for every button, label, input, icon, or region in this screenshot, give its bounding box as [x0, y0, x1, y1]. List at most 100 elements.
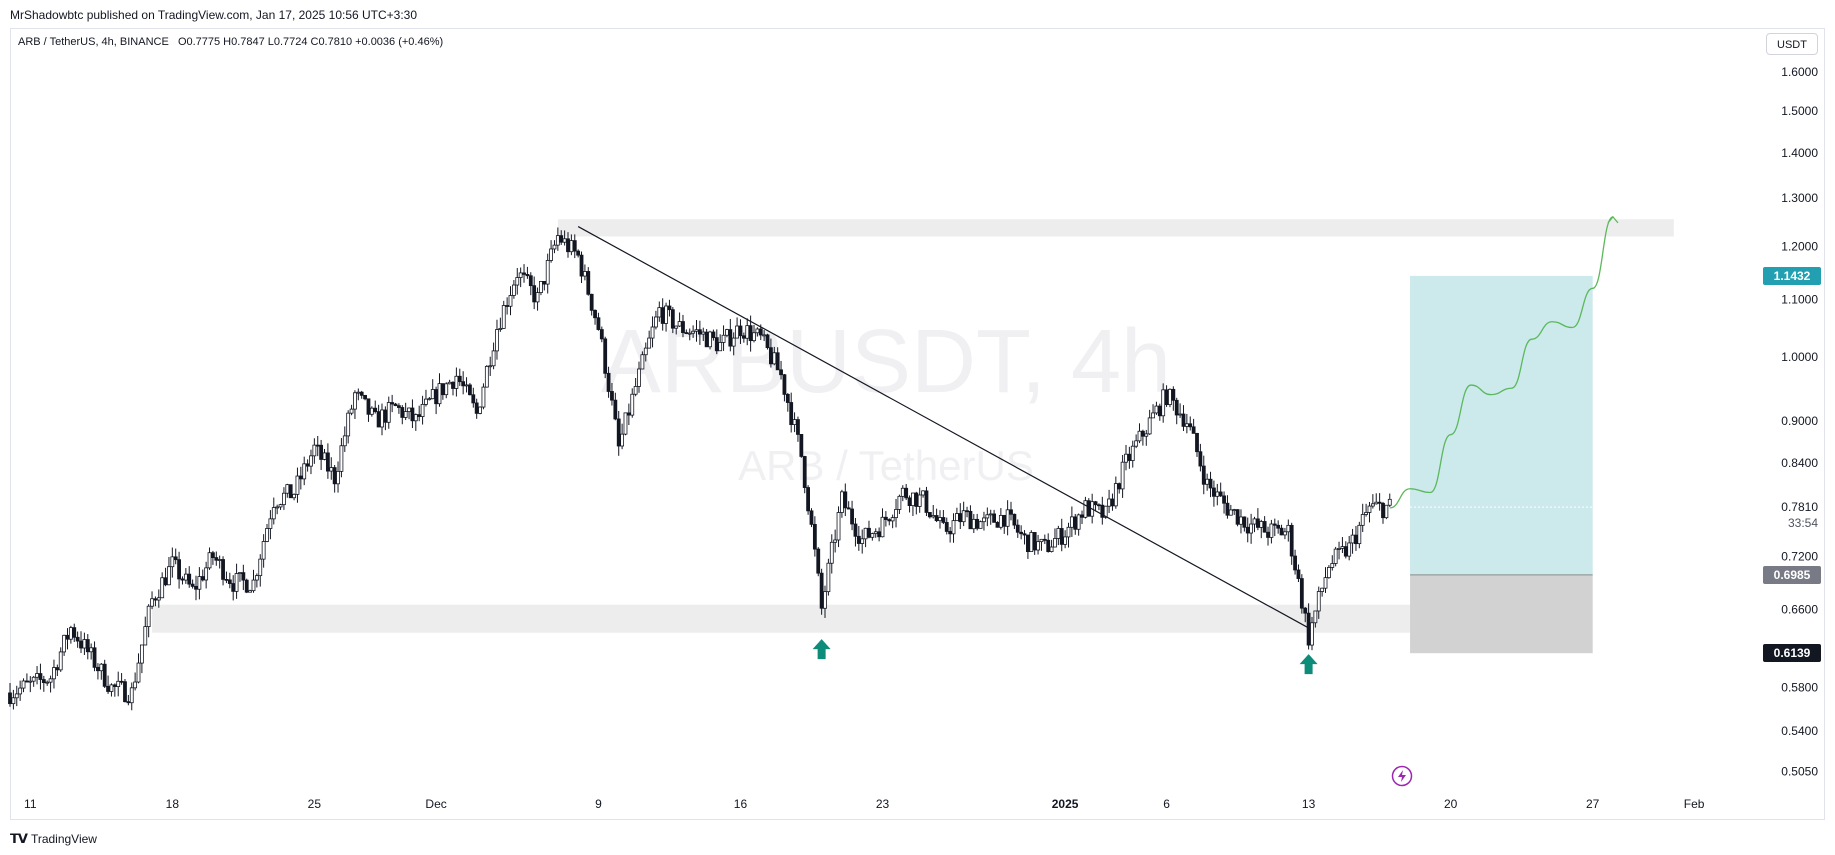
candle-body	[126, 701, 131, 704]
projection-arrowhead	[1607, 215, 1619, 224]
candle-body	[593, 309, 597, 319]
candle-body	[336, 470, 340, 485]
candle-body	[373, 407, 378, 413]
x-tick-label: 6	[1163, 797, 1170, 811]
candle-body	[840, 491, 844, 513]
candle-body	[413, 414, 418, 422]
symbol-legend[interactable]: ARB / TetherUS, 4h, BINANCE O0.7775 H0.78…	[18, 36, 446, 48]
candle-body	[1296, 569, 1301, 579]
target-price-badge[interactable]: 1.1432	[1763, 266, 1821, 285]
candle-body	[877, 531, 882, 538]
candle-body	[654, 316, 658, 328]
candle-body	[183, 573, 188, 581]
candle-body	[589, 293, 594, 311]
x-tick-label: 25	[308, 797, 322, 811]
candle-body	[356, 391, 361, 394]
candle-body	[522, 272, 526, 275]
candle-body	[985, 514, 990, 519]
ohlc-low: L0.7724	[267, 36, 308, 48]
entry-price-badge[interactable]: 0.6985	[1763, 565, 1821, 584]
lightning-icon	[1391, 765, 1413, 787]
candle-body	[386, 402, 391, 423]
candle-body	[643, 347, 648, 356]
candle-body	[143, 626, 148, 646]
x-tick-label: Feb	[1684, 797, 1705, 811]
candle-body	[694, 329, 699, 332]
candle-body	[681, 321, 685, 333]
candle-body	[1019, 531, 1024, 535]
candle-body	[711, 331, 716, 339]
candle-body	[894, 509, 898, 519]
candle-body	[292, 493, 296, 499]
candle-body	[714, 337, 719, 352]
candle-body	[1097, 504, 1101, 507]
candle-body	[1374, 501, 1379, 505]
candle-body	[812, 523, 817, 550]
candle-body	[921, 490, 925, 496]
candle-body	[1205, 478, 1210, 485]
candle-body	[14, 693, 19, 699]
stop-price-badge[interactable]: 0.6139	[1763, 644, 1821, 663]
candle-body	[190, 583, 195, 587]
candle-body	[1029, 532, 1034, 553]
candle-body	[1117, 483, 1122, 490]
candle-body	[424, 398, 428, 405]
candle-body	[616, 418, 621, 447]
candle-body	[721, 334, 726, 343]
candle-body	[867, 527, 871, 538]
symbol-name[interactable]: ARB / TetherUS, 4h, BINANCE	[18, 36, 169, 48]
candle-body	[369, 407, 374, 415]
candle-body	[207, 552, 212, 569]
candle-body	[1063, 536, 1068, 545]
candle-body	[789, 402, 794, 426]
candle-body	[119, 680, 124, 683]
candle-body	[1255, 518, 1260, 528]
candle-body	[275, 506, 280, 509]
candle-body	[809, 510, 814, 525]
candle-body	[623, 412, 628, 435]
candle-body	[860, 538, 865, 544]
candle-body	[325, 452, 330, 472]
candle-body	[288, 484, 293, 499]
candle-body	[339, 445, 344, 472]
x-tick-label: 2025	[1052, 797, 1079, 811]
candle-body	[464, 384, 469, 387]
candle-body	[474, 402, 479, 414]
candle-body	[870, 533, 875, 538]
candle-body	[938, 517, 942, 522]
candle-body	[823, 591, 827, 609]
ohlc-change: +0.0036 (+0.46%)	[355, 36, 444, 48]
candle-body	[410, 407, 415, 422]
candle-body	[227, 579, 232, 584]
candle-body	[342, 435, 347, 447]
candle-body	[1279, 527, 1284, 536]
candle-body	[481, 386, 486, 408]
candle-body	[1080, 514, 1084, 518]
candle-body	[1350, 534, 1355, 544]
candle-body	[430, 389, 435, 400]
currency-button[interactable]: USDT	[1766, 33, 1818, 55]
candle-body	[200, 576, 205, 581]
candle-body	[495, 329, 499, 352]
candle-body	[907, 497, 912, 507]
candle-body	[153, 598, 158, 601]
candle-body	[488, 365, 493, 368]
candle-body	[92, 647, 97, 668]
candle-body	[660, 307, 665, 324]
candle-body	[1124, 453, 1128, 463]
candle-body	[221, 559, 225, 580]
y-tick-label: 1.4000	[1781, 146, 1818, 160]
candle-body	[1066, 526, 1071, 538]
candle-body	[75, 636, 80, 642]
candle-body	[1127, 453, 1132, 461]
candle-body	[359, 391, 364, 396]
candle-body	[718, 342, 723, 352]
candle-body	[1049, 546, 1054, 552]
resistance-zone	[557, 219, 1674, 237]
candle-body	[329, 467, 334, 472]
candle-body	[626, 412, 631, 416]
candle-body	[755, 328, 760, 334]
candle-body	[1330, 563, 1335, 568]
tradingview-footer[interactable]: 𝗧𝗩 TradingView	[10, 831, 97, 847]
